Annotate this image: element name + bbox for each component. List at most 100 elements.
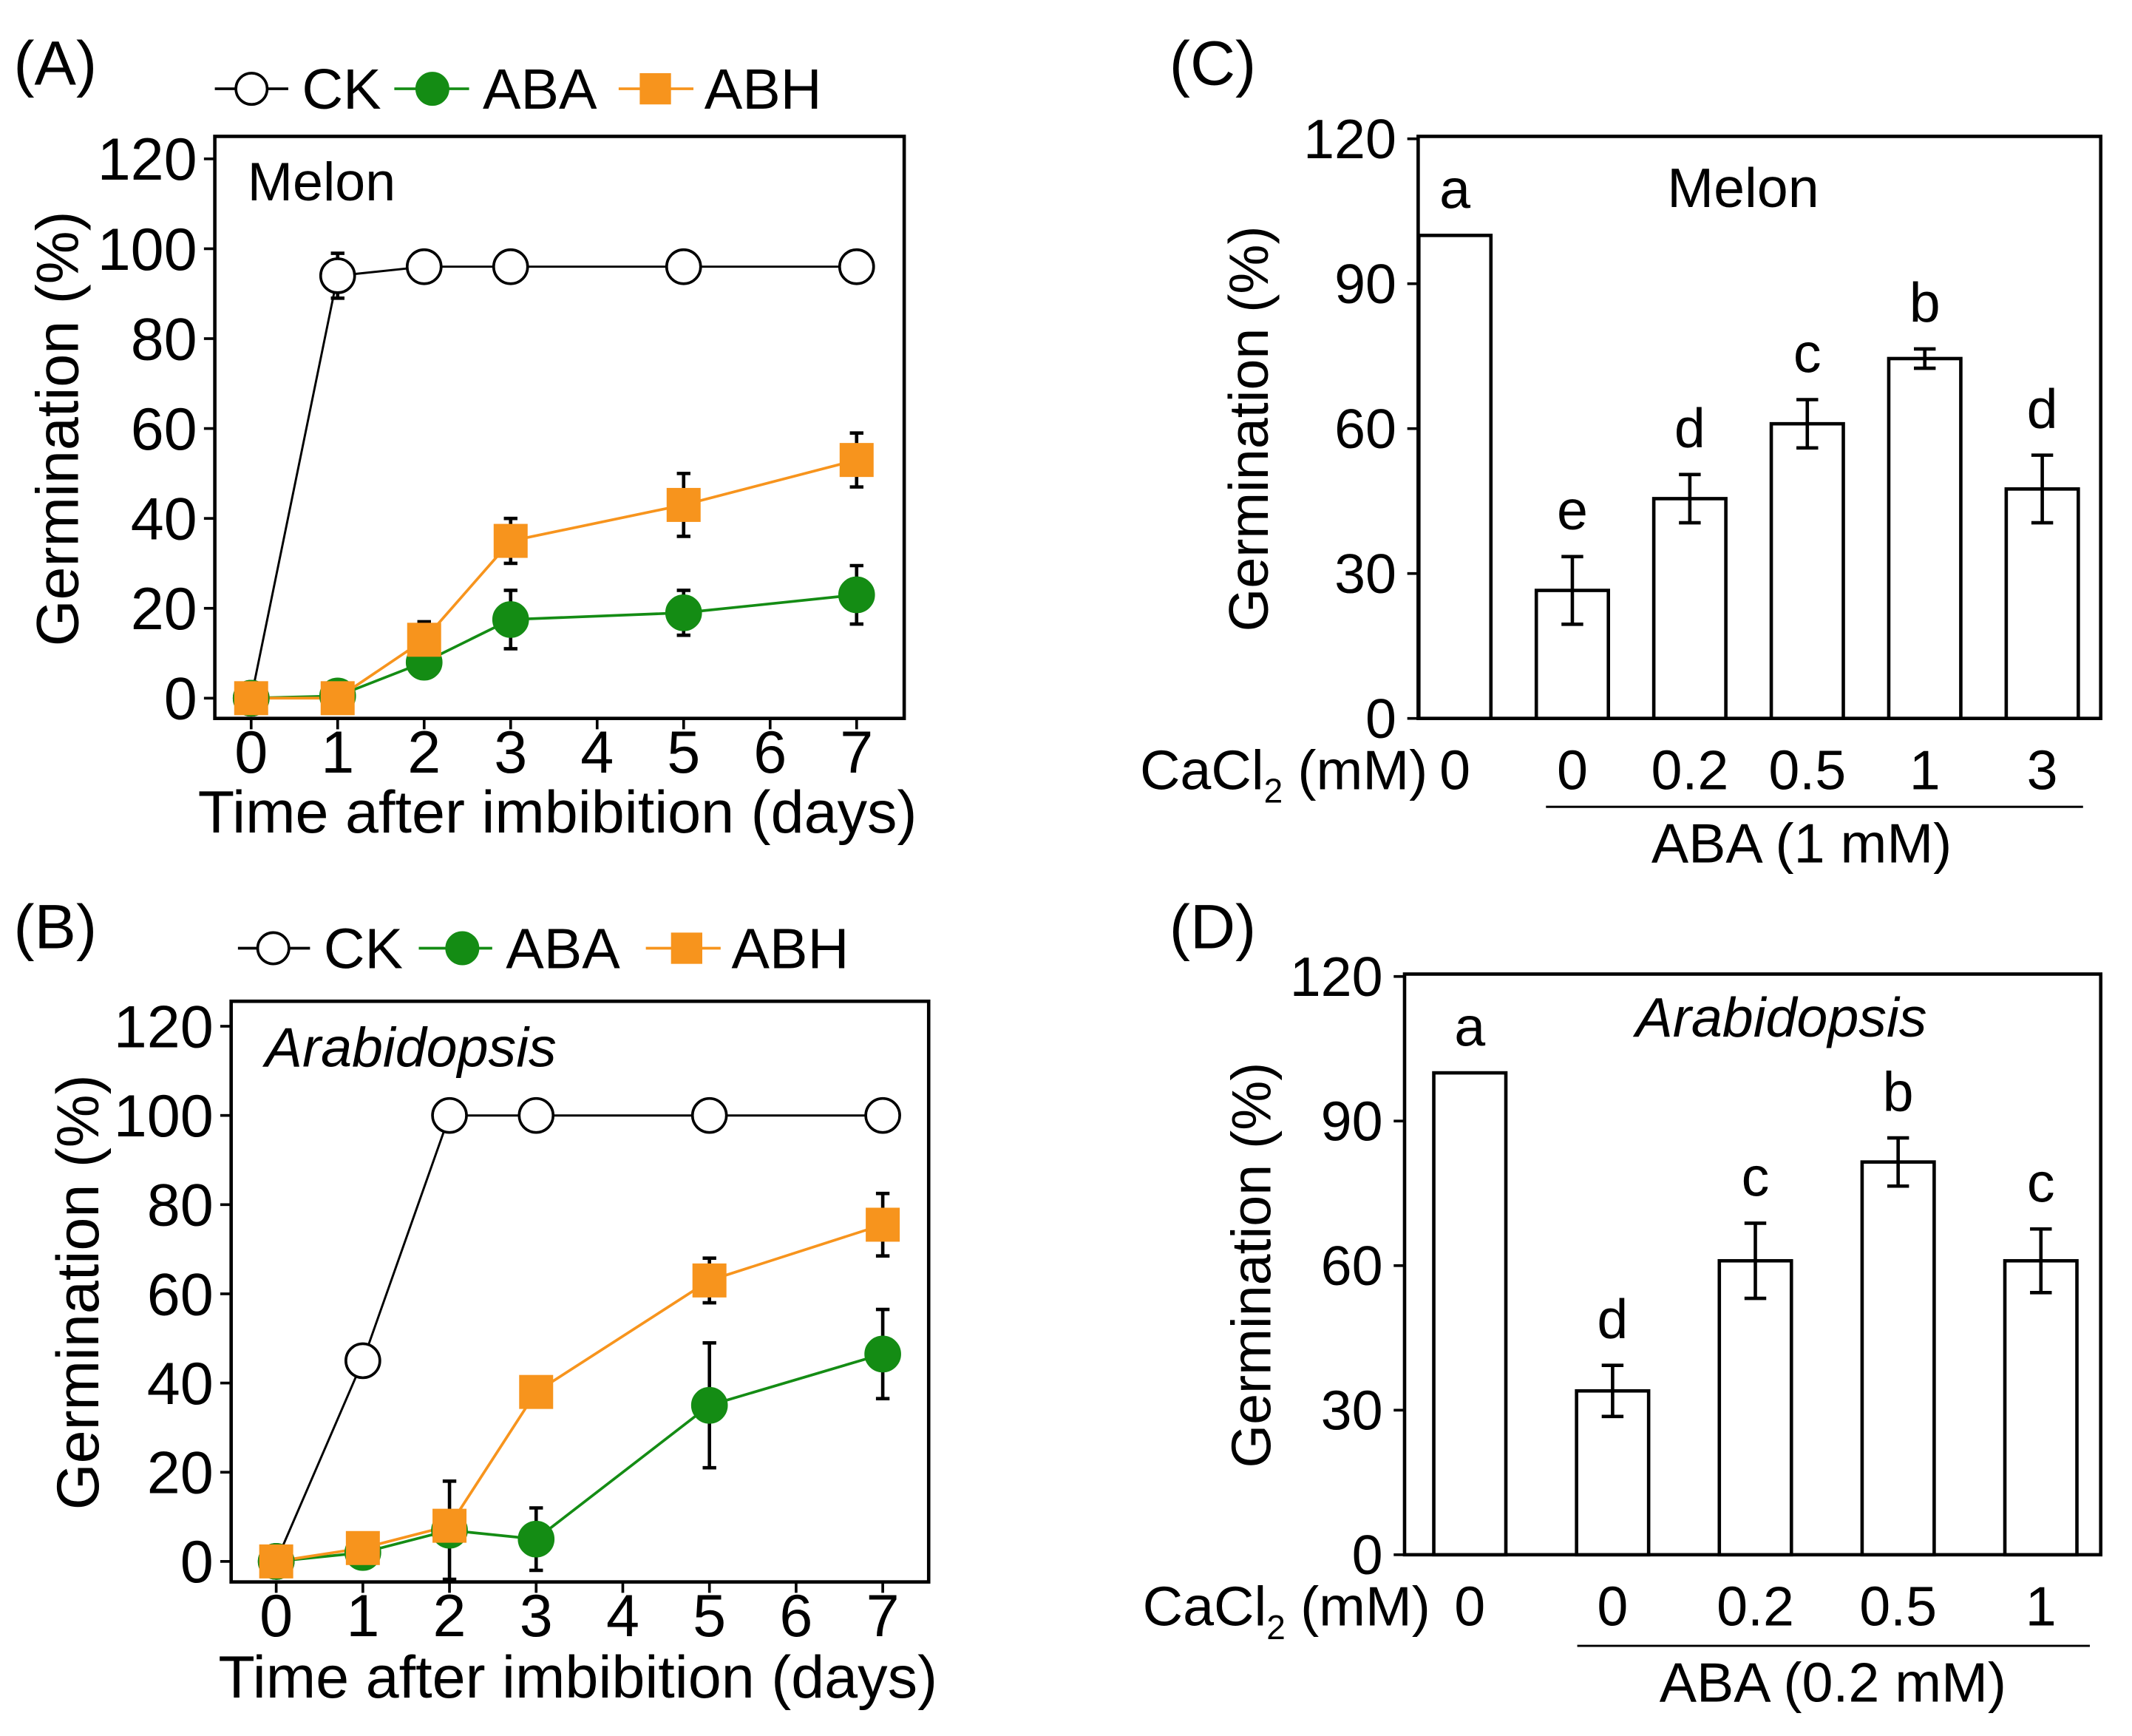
data-point-ck	[431, 1096, 468, 1134]
data-point-ck	[838, 248, 875, 285]
y-tick-label: 30	[1321, 1380, 1383, 1442]
y-tick-label: 80	[147, 1173, 214, 1239]
data-point-ck	[344, 1342, 381, 1380]
x-category-label: 0	[1597, 1575, 1628, 1637]
x-tick-label: 6	[753, 719, 787, 786]
data-point-abh	[839, 443, 874, 478]
x-category-label: 0	[1439, 739, 1470, 801]
y-axis-label: Germination (%)	[1218, 226, 1280, 631]
y-tick-label: 40	[131, 486, 197, 552]
x-tick-label: 7	[866, 1583, 900, 1649]
panel-label: (A)	[13, 28, 97, 98]
x-category-label: 0	[1454, 1575, 1485, 1637]
x-axis-label: CaCl2 (mM)	[1140, 739, 1427, 810]
panel-c-melon-cacl2-bar-chart: (C) Germination (%) 0 30 60 90 120 Melon a 0 e 0 d 0.…	[1140, 28, 2102, 875]
legend-marker	[671, 932, 702, 964]
legend-marker	[256, 931, 291, 966]
bar	[1887, 356, 1963, 720]
legend-marker	[445, 931, 480, 966]
x-tick-label: 6	[779, 1583, 812, 1649]
x-tick-label: 4	[606, 1583, 639, 1649]
legend-label: ABH	[732, 918, 849, 981]
y-tick-label: 60	[131, 396, 197, 463]
bar	[1860, 1160, 1936, 1557]
x-tick-label: 7	[840, 719, 873, 786]
legend-entry-aba: ABA	[418, 918, 620, 981]
y-tick-label: 100	[114, 1083, 214, 1150]
legend-label: ABA	[506, 918, 620, 981]
legend-marker	[234, 72, 269, 106]
y-tick-label: 90	[1334, 253, 1396, 315]
plot-title: Melon	[1667, 157, 1819, 219]
legend-marker	[415, 72, 449, 106]
x-axis-label-subscript: 2	[1266, 1608, 1286, 1647]
y-tick-label: 120	[1290, 946, 1383, 1008]
data-point-aba	[690, 1386, 728, 1424]
y-tick-label: 120	[1303, 108, 1396, 170]
x-tick-label: 3	[494, 719, 527, 786]
y-tick-label: 120	[98, 126, 197, 193]
x-axis-label-unit: (mM)	[1300, 1575, 1430, 1637]
data-point-abh	[432, 1508, 467, 1543]
legend-marker	[639, 72, 671, 105]
y-tick-label: 20	[131, 576, 197, 642]
x-axis-label: Time after imbibition (days)	[198, 779, 917, 846]
data-point-ck	[492, 248, 529, 285]
x-axis-label-main: CaCl	[1143, 1575, 1267, 1637]
legend-entry-ck: CK	[237, 918, 403, 981]
plot-frame	[1416, 135, 2102, 720]
x-tick-label: 0	[259, 1583, 293, 1649]
y-tick-label: 0	[180, 1529, 214, 1596]
data-point-aba	[864, 1335, 901, 1373]
x-tick-label: 5	[693, 1583, 726, 1649]
x-tick-label: 1	[346, 1583, 379, 1649]
significance-letter: d	[1597, 1288, 1628, 1350]
data-point-abh	[666, 487, 701, 522]
y-tick-label: 100	[98, 217, 197, 283]
y-tick-label: 0	[1365, 688, 1396, 750]
legend-label: ABH	[705, 58, 822, 121]
y-tick-label: 20	[147, 1440, 214, 1507]
significance-letter: b	[1909, 271, 1941, 333]
plot-frame	[229, 999, 931, 1584]
panel-label: (D)	[1169, 892, 1256, 962]
x-axis-label-main: CaCl	[1140, 739, 1264, 801]
series-line-ck	[275, 1114, 883, 1562]
x-category-label: 0.5	[1768, 739, 1846, 801]
data-point-aba	[665, 594, 702, 631]
plot-title: Arabidopsis	[1632, 986, 1926, 1048]
significance-letter: d	[1674, 397, 1705, 459]
significance-letter: c	[1742, 1146, 1770, 1208]
panel-label: (C)	[1169, 28, 1256, 98]
y-tick-label: 60	[147, 1261, 214, 1328]
y-tick-label: 120	[114, 994, 214, 1060]
data-point-abh	[407, 623, 441, 657]
y-axis-label: Germination (%)	[25, 211, 92, 646]
significance-letter: e	[1557, 479, 1588, 541]
plot-frame	[213, 135, 906, 720]
significance-letter: c	[2027, 1151, 2055, 1213]
legend-entry-abh: ABH	[618, 58, 822, 121]
y-tick-label: 40	[147, 1351, 214, 1417]
legend-label: CK	[324, 918, 403, 981]
treatment-group-label: ABA (0.2 mM)	[1660, 1651, 2006, 1713]
legend-entry-abh: ABH	[645, 918, 849, 981]
bar	[1575, 1389, 1651, 1557]
y-tick-label: 60	[1334, 398, 1396, 460]
treatment-group-label: ABA (1 mM)	[1651, 813, 1952, 875]
x-axis-label-unit: (mM)	[1297, 739, 1427, 801]
legend-label: ABA	[483, 58, 597, 121]
x-category-label: 3	[2027, 739, 2058, 801]
data-point-ck	[864, 1096, 901, 1134]
y-tick-label: 90	[1321, 1091, 1383, 1153]
x-category-label: 0.2	[1717, 1575, 1794, 1637]
x-category-label: 1	[1909, 739, 1941, 801]
series-line-abh	[251, 458, 858, 700]
data-point-ck	[319, 257, 356, 294]
x-axis-label-subscript: 2	[1264, 772, 1283, 810]
y-tick-label: 0	[164, 666, 197, 733]
